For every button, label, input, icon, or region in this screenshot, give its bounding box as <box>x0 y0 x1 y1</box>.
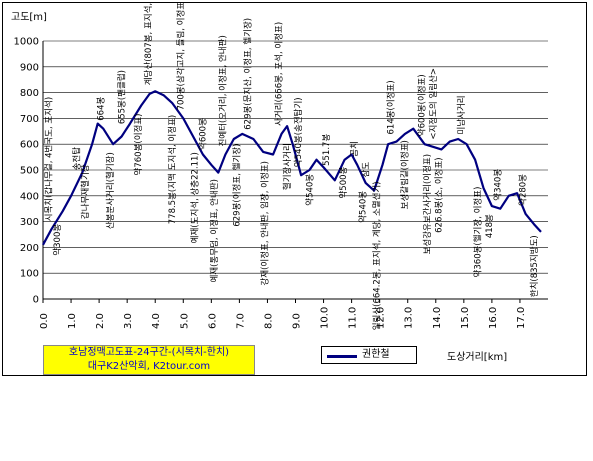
annotation-label: 629봉(문지산, 이정표, 헬기장) <box>243 18 254 130</box>
x-tick-label: 3.0 <box>123 313 134 329</box>
x-tick-label: 12.0 <box>376 307 387 329</box>
y-tick-label: 200 <box>20 243 39 254</box>
annotation-label: 약540봉 <box>358 191 369 223</box>
annotation-label: 시목치(갑나무걸, 4번국도, 포지석) <box>43 97 54 222</box>
annotation-label: 송전탑 <box>71 147 82 171</box>
x-tick-label: 15.0 <box>460 307 471 329</box>
y-tick-label: 400 <box>20 191 39 202</box>
annotation-label: 예재(도지석, 상층22.11) <box>189 152 200 243</box>
annotation-label: 예재(통무덤, 이정표, 안내판) <box>209 179 220 282</box>
annotation-label: 약280봉 <box>518 174 529 206</box>
x-tick-label: 16.0 <box>488 307 499 329</box>
x-tick-label: 5.0 <box>179 313 190 329</box>
annotation-label: 551.7봉 <box>322 134 332 166</box>
annotation-label: 약500봉 <box>338 166 349 198</box>
annotation-label: 보성강유보간사거리(이정표) <box>422 154 433 254</box>
y-tick-label: 600 <box>20 140 39 151</box>
legend: 권한철 <box>321 346 417 364</box>
x-tick-label: 14.0 <box>432 307 443 329</box>
y-axis-label: 고도[m] <box>11 12 47 23</box>
annotation-label: 655봉(팬클럽) <box>117 70 127 124</box>
chart-title-box: 호남정맥고도표-24구간-(시목치-한치) 대구K2산악회, K2tour.co… <box>43 345 255 375</box>
y-tick-label: 100 <box>20 269 39 280</box>
x-tick-label: 1.0 <box>67 313 78 329</box>
annotation-label: 700봉(삼각고지, 들림, 이정표) <box>175 3 186 110</box>
annotation-label: 일림산(664.2봉, 표지석, 계당, 소멸선기) <box>372 181 383 330</box>
annotation-label: 약600봉(이정표) <box>417 74 428 136</box>
chart-svg: 0 100 200 300 400 500 600 700 800 900 1000 0.0 1.0 2.… <box>14 3 548 330</box>
annotation-label: 626.8봉(소, 이정표) <box>433 157 444 232</box>
annotation-label: 약600봉 <box>198 118 209 150</box>
y-tick-label: 500 <box>20 166 39 177</box>
chart-title: 호남정맥고도표-24구간-(시목치-한치) <box>68 347 230 358</box>
annotation-label: 강재(이정표, 안내판, 임장, 이정표) <box>259 161 270 286</box>
series-line <box>42 90 542 246</box>
legend-label: 권한철 <box>362 349 390 360</box>
annotation-label: 계당산(807봉, 표지석, 이정표) <box>143 3 154 85</box>
x-tick-label: 8.0 <box>263 313 274 329</box>
annotation-label: 미남사거리 <box>457 95 467 134</box>
chart-frame: 0 100 200 300 400 500 600 700 800 900 1000 0.0 1.0 2.… <box>2 2 587 376</box>
y-tick-label: 0 <box>33 295 39 306</box>
annotation-label: 삼도 <box>360 162 371 178</box>
annotation-label: 약540봉(송전탑기) <box>293 97 304 167</box>
y-tick-label: 300 <box>20 217 39 228</box>
x-tick-label: 4.0 <box>151 313 162 329</box>
annotation-label: 산봉분사거리(헬기장) <box>105 152 116 229</box>
x-tick-label: 6.0 <box>207 313 218 329</box>
annotation-label: 약340봉 <box>492 169 503 201</box>
x-tick-label: 2.0 <box>95 313 106 329</box>
legend-swatch <box>327 355 357 358</box>
annotation-label: 418봉 <box>485 214 495 238</box>
annotation-label: 778.5봉(지맥 도지석, 이정표) <box>167 115 178 224</box>
y-tick-label: 800 <box>20 88 39 99</box>
x-tick-label: 11.0 <box>348 307 359 329</box>
annotation-label: 한치(835지방도) <box>529 235 540 297</box>
x-tick-label: 0.0 <box>39 313 50 329</box>
x-axis-label: 도상거리[km] <box>447 352 508 363</box>
annotation-label: 헬기장사거리 <box>282 143 293 190</box>
annotation-label: <지정도의 일림산> <box>428 68 439 140</box>
annotation-label: 약760봉(이정표) <box>133 114 144 176</box>
y-tick-label: 1000 <box>14 37 39 48</box>
annotation-label: 약300봉 <box>52 224 63 256</box>
x-tick-label: 13.0 <box>404 307 415 329</box>
annotation-label: 사거리(666봉, 포석, 이정표) <box>273 22 284 126</box>
x-tick-label: 10.0 <box>320 307 331 329</box>
annotation-label: 664봉 <box>96 96 106 120</box>
annotation-label: 약540봉 <box>304 174 315 206</box>
annotation-label: 갑나무재헬기장 <box>80 164 91 219</box>
annotation-label: 629봉(이정표, 헬기장) <box>231 144 242 227</box>
annotation-label: 곰치 <box>350 141 360 157</box>
annotation-label: 진예터(오거리, 이정표, 안내판) <box>217 35 228 146</box>
y-tick-label: 700 <box>20 114 39 125</box>
chart-subtitle: 대구K2산악회, K2tour.com <box>87 361 211 372</box>
annotation-label: 약360봉(헬기장, 이정표) <box>473 187 484 278</box>
y-tick-label: 900 <box>20 62 39 73</box>
annotation-label: 614봉(이정표) <box>386 80 397 134</box>
x-tick-label: 7.0 <box>235 313 246 329</box>
annotation-label: 보성갈림길(이정표) <box>400 140 411 209</box>
x-tick-label: 17.0 <box>516 307 527 329</box>
x-tick-label: 9.0 <box>292 313 303 329</box>
